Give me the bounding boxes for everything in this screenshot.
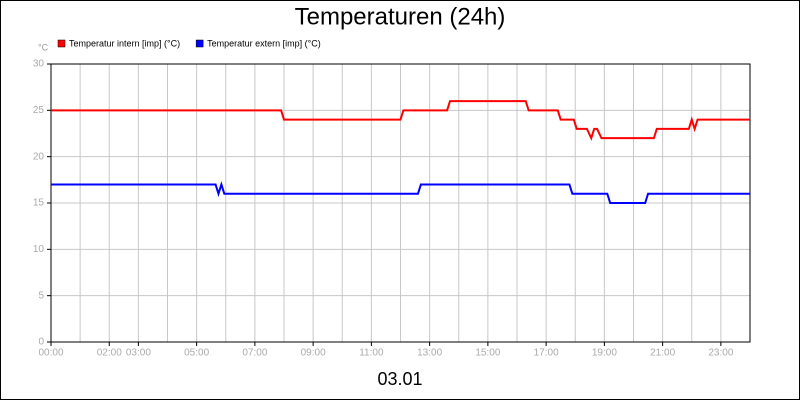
x-tick-label: 15:00	[475, 348, 500, 359]
x-tick-label: 03:00	[126, 348, 151, 359]
y-tick-label: 15	[33, 198, 45, 209]
legend-label: Temperatur intern [imp] (°C)	[69, 38, 180, 48]
y-tick-label: 25	[33, 105, 45, 116]
x-tick-label: 07:00	[242, 348, 267, 359]
y-tick-label: 10	[33, 244, 45, 255]
x-tick-label: 23:00	[708, 348, 733, 359]
legend-swatch	[57, 39, 66, 48]
legend-swatch	[195, 39, 204, 48]
y-tick-label: 30	[33, 59, 45, 70]
x-tick-label: 19:00	[592, 348, 617, 359]
x-tick-label: 13:00	[417, 348, 442, 359]
series-line	[51, 181, 750, 204]
x-tick-label: 05:00	[184, 348, 209, 359]
x-tick-label: 00:00	[38, 348, 63, 359]
x-axis-label: 03.01	[377, 369, 422, 389]
y-tick-label: 20	[33, 151, 45, 162]
x-tick-label: 02:00	[97, 348, 122, 359]
y-tick-label: 0	[38, 337, 44, 348]
x-tick-label: 17:00	[534, 348, 559, 359]
x-tick-label: 09:00	[301, 348, 326, 359]
x-tick-label: 11:00	[359, 348, 384, 359]
legend-label: Temperatur extern [imp] (°C)	[207, 38, 321, 48]
y-axis-label: °C	[38, 42, 49, 52]
x-tick-label: 21:00	[650, 348, 675, 359]
chart-title: Temperaturen (24h)	[295, 3, 506, 30]
plot-border	[50, 63, 751, 343]
series-line	[51, 100, 750, 141]
y-tick-label: 5	[38, 290, 44, 301]
